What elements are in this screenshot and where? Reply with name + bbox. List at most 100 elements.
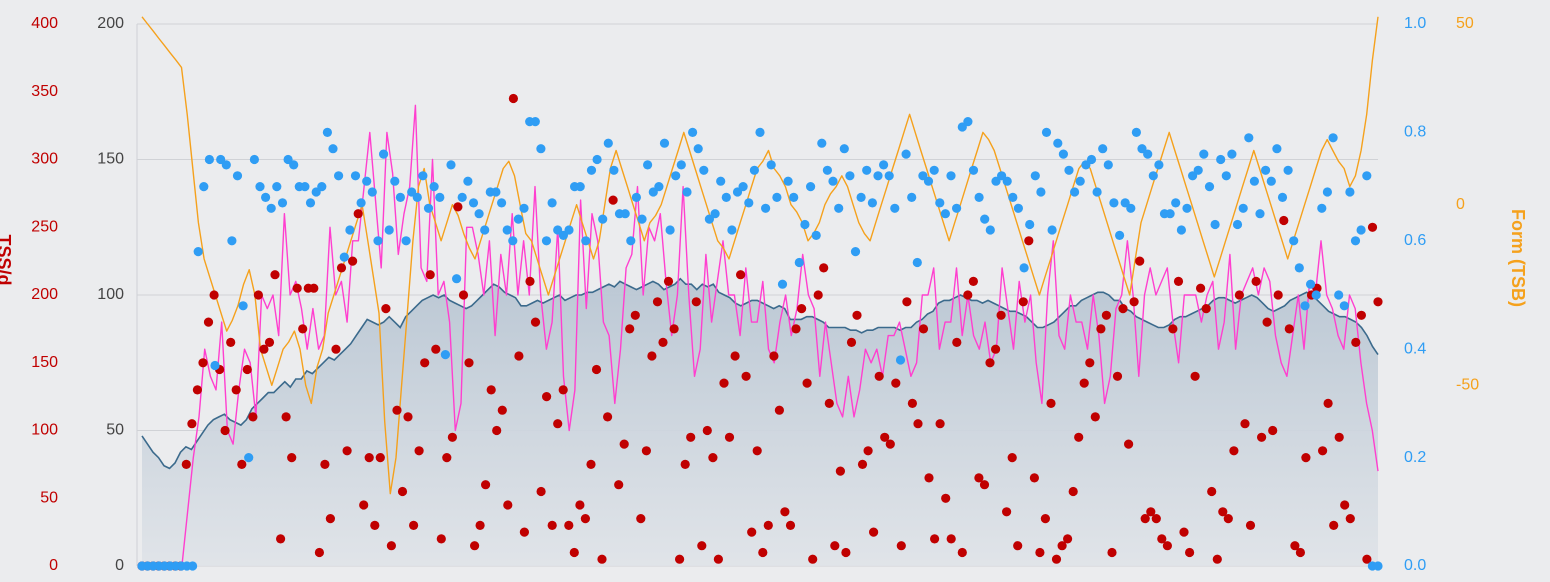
tss-point — [1096, 324, 1106, 334]
intensity-point — [334, 171, 344, 181]
form-line — [141, 16, 1379, 495]
tss-point — [1173, 276, 1184, 286]
tss-point — [1107, 547, 1117, 558]
intensity-axis-tick: 0.0 — [1404, 557, 1426, 574]
tss-point — [652, 297, 663, 307]
tss-point — [1007, 453, 1017, 463]
tss-point — [824, 398, 834, 408]
tss-point — [641, 446, 652, 456]
tss-point — [530, 317, 541, 327]
tss-point — [1179, 527, 1189, 537]
tss-point — [985, 358, 995, 368]
tss-point — [979, 480, 990, 490]
intensity-point — [1221, 171, 1231, 181]
tss-point — [1029, 473, 1039, 483]
intensity-point — [777, 279, 788, 289]
tss-point — [769, 351, 779, 361]
tss-point — [619, 439, 629, 449]
tss-point — [752, 446, 762, 456]
tss-point — [797, 304, 807, 314]
tss-point — [192, 385, 202, 395]
intensity-point — [362, 176, 372, 186]
intensity-point — [850, 247, 861, 257]
intensity-point — [592, 154, 602, 165]
tss-point — [203, 317, 214, 327]
intensity-point — [637, 214, 647, 224]
intensity-point — [457, 192, 467, 202]
intensity-point — [789, 192, 799, 202]
intensity-point — [423, 203, 434, 213]
tss-point — [591, 364, 602, 375]
intensity-point — [390, 176, 400, 186]
tss-point — [1257, 432, 1267, 442]
tss-point — [830, 541, 840, 551]
tss-point — [425, 270, 435, 280]
tss-point — [248, 412, 258, 422]
tss-point — [1162, 541, 1172, 551]
tss-point — [763, 520, 773, 531]
intensity-point — [1036, 187, 1046, 197]
intensity-point — [1064, 165, 1074, 175]
fitness-axis-tick: 100 — [97, 286, 124, 303]
tss-point — [453, 202, 463, 212]
intensity-point — [536, 144, 546, 154]
tss-point — [187, 419, 197, 429]
intensity-point — [1030, 171, 1040, 181]
tss-point — [1356, 310, 1366, 320]
tss-point — [1362, 554, 1372, 564]
intensity-point — [693, 144, 703, 154]
intensity-point — [1103, 160, 1113, 170]
tss-point — [719, 378, 729, 388]
intensity-point — [1070, 187, 1080, 197]
form-axis-tick: 0 — [1456, 196, 1465, 213]
intensity-point — [654, 182, 664, 192]
intensity-point — [1216, 154, 1226, 165]
tss-point — [1345, 514, 1355, 524]
intensity-point — [856, 192, 866, 202]
intensity-point — [1109, 198, 1119, 208]
intensity-point — [1328, 133, 1338, 143]
tss-point — [331, 344, 341, 354]
tss-point — [608, 195, 618, 205]
intensity-point — [895, 355, 906, 365]
intensity-point — [1137, 144, 1147, 154]
intensity-point — [474, 209, 484, 219]
intensity-point — [317, 182, 327, 192]
tss-point — [381, 304, 391, 314]
tss-point — [309, 283, 319, 293]
tss-point — [675, 554, 685, 564]
tss-point — [1301, 453, 1311, 463]
tss-point — [1112, 371, 1123, 381]
intensity-point — [1345, 187, 1355, 197]
form-axis-title: Form (TSB) — [1508, 209, 1528, 307]
tss-point — [930, 534, 940, 544]
tss-point — [841, 547, 851, 558]
intensity-point — [598, 214, 608, 224]
intensity-point — [817, 138, 827, 148]
intensity-point — [232, 171, 243, 181]
intensity-point — [834, 203, 844, 213]
tss-point — [813, 290, 823, 300]
tss-point — [1063, 534, 1073, 544]
tss-point — [1146, 507, 1156, 517]
intensity-point — [890, 203, 900, 213]
intensity-point — [300, 182, 310, 192]
tss-axis-tick: 300 — [31, 151, 58, 168]
intensity-point — [1165, 209, 1175, 219]
tss-point — [575, 500, 585, 510]
tss-point — [835, 466, 846, 476]
intensity-point — [873, 171, 883, 181]
intensity-point — [575, 182, 585, 192]
intensity-point — [345, 225, 355, 235]
intensity-point — [468, 198, 479, 208]
tss-point — [1367, 222, 1378, 232]
tss-point — [924, 473, 934, 483]
tss-point — [442, 453, 452, 463]
tss-point — [941, 493, 951, 503]
tss-point — [586, 459, 596, 469]
tss-point — [1284, 324, 1294, 334]
intensity-point — [1053, 138, 1063, 148]
tss-point — [1290, 541, 1300, 551]
tss-point — [885, 439, 895, 449]
tss-point — [242, 364, 252, 375]
